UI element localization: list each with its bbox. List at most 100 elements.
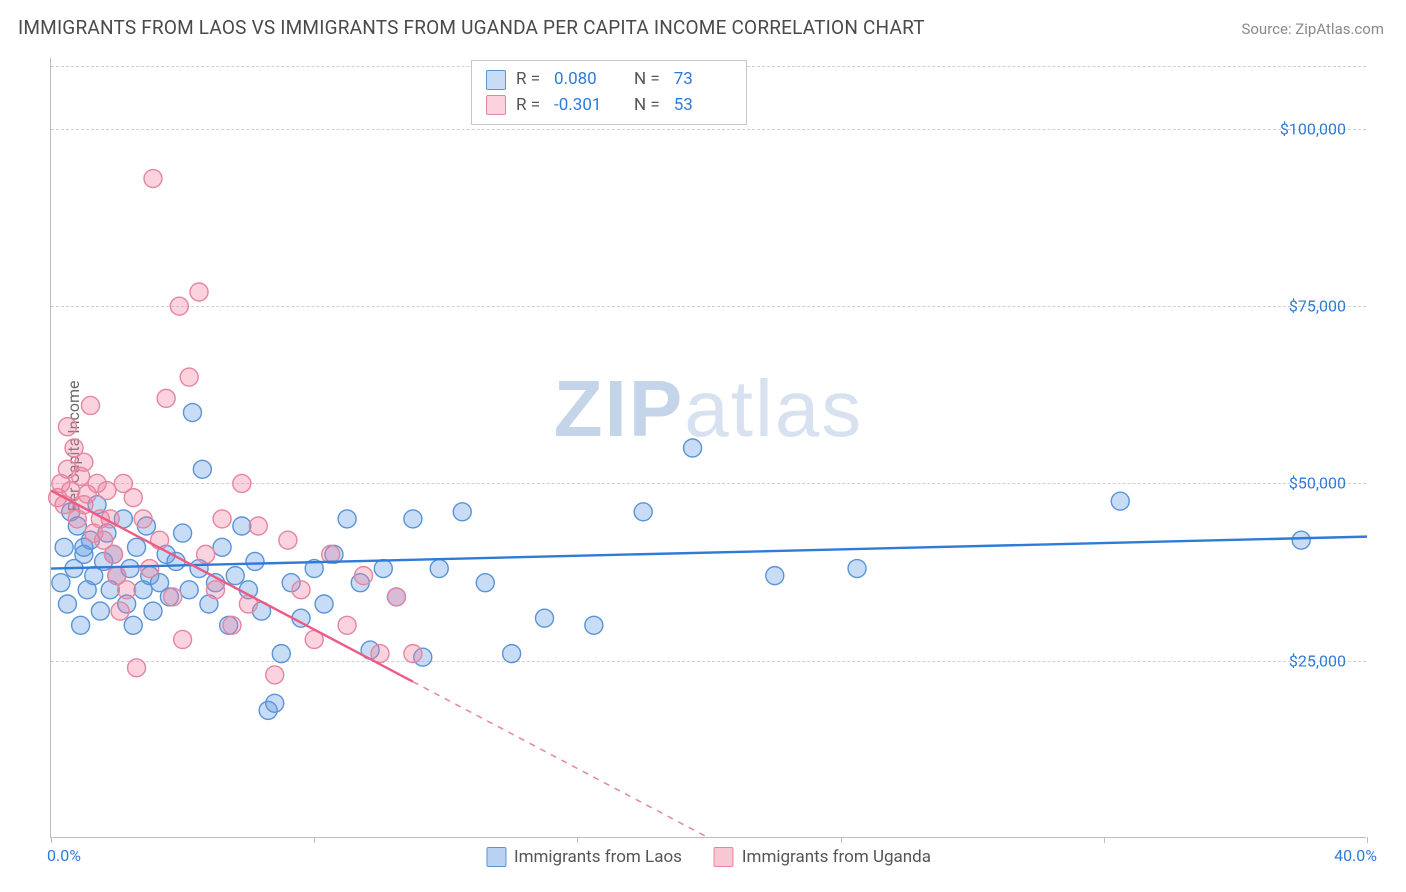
x-tick-mark bbox=[51, 837, 52, 843]
scatter-point bbox=[223, 616, 241, 634]
scatter-point bbox=[183, 404, 201, 422]
stat-r-value: 0.080 bbox=[554, 67, 612, 93]
legend-label: Immigrants from Laos bbox=[514, 847, 682, 867]
legend-item: Immigrants from Uganda bbox=[714, 847, 931, 867]
scatter-point bbox=[207, 581, 225, 599]
scatter-point bbox=[174, 524, 192, 542]
scatter-point bbox=[249, 517, 267, 535]
stat-r-label: R = bbox=[516, 67, 540, 93]
scatter-point bbox=[81, 396, 99, 414]
trend-line bbox=[51, 537, 1367, 569]
x-tick-mark bbox=[1367, 837, 1368, 843]
scatter-point bbox=[144, 170, 162, 188]
x-tick-mark bbox=[841, 837, 842, 843]
scatter-point bbox=[167, 552, 185, 570]
scatter-point bbox=[536, 609, 554, 627]
scatter-point bbox=[1292, 531, 1310, 549]
scatter-point bbox=[91, 602, 109, 620]
x-tick-label: 40.0% bbox=[1317, 846, 1377, 865]
scatter-point bbox=[58, 418, 76, 436]
chart-title: IMMIGRANTS FROM LAOS VS IMMIGRANTS FROM … bbox=[18, 16, 925, 39]
scatter-point bbox=[338, 616, 356, 634]
stat-r-value: -0.301 bbox=[554, 93, 612, 119]
scatter-point bbox=[292, 581, 310, 599]
scatter-point bbox=[404, 510, 422, 528]
scatter-point bbox=[193, 460, 211, 478]
scatter-point bbox=[124, 616, 142, 634]
scatter-point bbox=[213, 538, 231, 556]
x-tick-mark bbox=[1104, 837, 1105, 843]
legend-stats-row: R = 0.080 N = 73 bbox=[486, 67, 732, 93]
stat-n-value: 73 bbox=[674, 67, 732, 93]
scatter-point bbox=[111, 602, 129, 620]
scatter-point bbox=[1111, 492, 1129, 510]
legend-label: Immigrants from Uganda bbox=[742, 847, 931, 867]
scatter-point bbox=[98, 482, 116, 500]
scatter-point bbox=[118, 581, 136, 599]
legend-swatch bbox=[486, 70, 506, 90]
scatter-point bbox=[170, 297, 188, 315]
x-tick-mark bbox=[314, 837, 315, 843]
scatter-point bbox=[430, 560, 448, 578]
plot-area: ZIPatlas $25,000$50,000$75,000$100,000 0… bbox=[50, 58, 1366, 838]
scatter-point bbox=[233, 517, 251, 535]
stat-n-value: 53 bbox=[674, 93, 732, 119]
scatter-point bbox=[180, 368, 198, 386]
stat-n-label: N = bbox=[634, 93, 660, 119]
source-label: Source: ZipAtlas.com bbox=[1241, 20, 1384, 38]
stat-n-label: N = bbox=[634, 67, 660, 93]
scatter-point bbox=[190, 283, 208, 301]
scatter-point bbox=[374, 560, 392, 578]
scatter-point bbox=[279, 531, 297, 549]
scatter-point bbox=[128, 659, 146, 677]
scatter-point bbox=[404, 645, 422, 663]
scatter-point bbox=[233, 474, 251, 492]
legend-swatch bbox=[714, 847, 734, 867]
legend-swatch bbox=[486, 847, 506, 867]
scatter-point bbox=[180, 581, 198, 599]
scatter-point bbox=[55, 538, 73, 556]
scatter-point bbox=[141, 560, 159, 578]
scatter-point bbox=[144, 602, 162, 620]
scatter-point bbox=[387, 588, 405, 606]
scatter-point bbox=[151, 531, 169, 549]
scatter-point bbox=[503, 645, 521, 663]
scatter-point bbox=[266, 666, 284, 684]
scatter-point bbox=[338, 510, 356, 528]
scatter-point bbox=[58, 595, 76, 613]
scatter-point bbox=[684, 439, 702, 457]
scatter-point bbox=[164, 588, 182, 606]
legend-stats-box: R = 0.080 N = 73 R = -0.301 N = 53 bbox=[471, 60, 747, 125]
scatter-point bbox=[52, 574, 70, 592]
scatter-point bbox=[157, 389, 175, 407]
scatter-point bbox=[266, 694, 284, 712]
scatter-point bbox=[105, 545, 123, 563]
bottom-legend: Immigrants from Laos Immigrants from Ugan… bbox=[486, 847, 931, 867]
x-tick-mark bbox=[577, 837, 578, 843]
scatter-point bbox=[315, 595, 333, 613]
scatter-point bbox=[476, 574, 494, 592]
scatter-point bbox=[124, 489, 142, 507]
scatter-point bbox=[272, 645, 290, 663]
scatter-point bbox=[585, 616, 603, 634]
scatter-point bbox=[453, 503, 471, 521]
scatter-point bbox=[134, 510, 152, 528]
scatter-point bbox=[197, 545, 215, 563]
x-tick-label: 0.0% bbox=[47, 846, 81, 865]
scatter-point bbox=[72, 616, 90, 634]
scatter-svg bbox=[51, 58, 1366, 837]
scatter-point bbox=[75, 453, 93, 471]
scatter-point bbox=[128, 538, 146, 556]
scatter-point bbox=[766, 567, 784, 585]
stat-r-label: R = bbox=[516, 93, 540, 119]
scatter-point bbox=[174, 630, 192, 648]
scatter-point bbox=[246, 552, 264, 570]
chart-container: IMMIGRANTS FROM LAOS VS IMMIGRANTS FROM … bbox=[0, 0, 1406, 892]
scatter-point bbox=[226, 567, 244, 585]
scatter-point bbox=[355, 567, 373, 585]
scatter-point bbox=[848, 560, 866, 578]
legend-stats-row: R = -0.301 N = 53 bbox=[486, 93, 732, 119]
legend-item: Immigrants from Laos bbox=[486, 847, 682, 867]
scatter-point bbox=[634, 503, 652, 521]
trend-line-dashed bbox=[413, 682, 709, 838]
